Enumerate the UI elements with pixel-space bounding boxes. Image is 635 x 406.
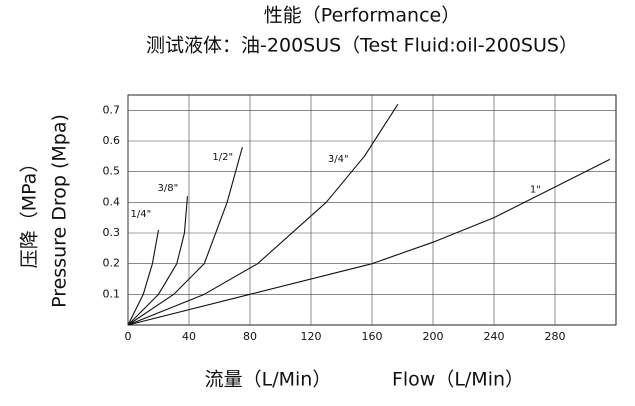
- x-tick-label: 200: [423, 330, 444, 343]
- series-label: 3/8": [157, 183, 178, 194]
- x-tick-label: 280: [545, 330, 566, 343]
- series-line: [127, 229, 160, 326]
- y-tick-label: 0.1: [103, 287, 121, 300]
- chart-subtitle: 测试液体：油-200SUS（Test Fluid:oil-200SUS）: [146, 35, 578, 57]
- y-tick-label: 0.5: [103, 165, 121, 178]
- y-axis-label-en: Pressure Drop (Mpa): [49, 114, 71, 308]
- series-label: 1": [530, 184, 541, 195]
- y-tick-label: 0.7: [103, 103, 121, 116]
- x-axis-label-en: Flow（L/Min）: [392, 369, 524, 391]
- y-tick-label: 0.3: [103, 226, 121, 239]
- y-tick-label: 0.4: [103, 195, 121, 208]
- x-tick-label: 240: [484, 330, 505, 343]
- series-label: 1/2": [212, 152, 233, 163]
- x-tick-label: 160: [362, 330, 383, 343]
- y-axis-label: 压降（MPa）: [19, 154, 41, 269]
- series-line: [127, 158, 611, 326]
- series-label: 3/4": [328, 154, 349, 165]
- x-tick-label: 120: [301, 330, 322, 343]
- x-tick-label: 80: [243, 330, 257, 343]
- x-tick-label: 40: [182, 330, 196, 343]
- series-line: [127, 103, 399, 326]
- y-tick-label: 0.6: [103, 134, 121, 147]
- series-line: [127, 196, 189, 326]
- y-tick-label: 0.2: [103, 257, 121, 270]
- series-label: 1/4": [131, 209, 152, 220]
- chart-title: 性能（Performance）: [264, 5, 460, 27]
- series-line: [127, 146, 243, 326]
- x-axis-label: 流量（L/Min）: [205, 369, 332, 391]
- x-tick-label: 0: [125, 330, 132, 343]
